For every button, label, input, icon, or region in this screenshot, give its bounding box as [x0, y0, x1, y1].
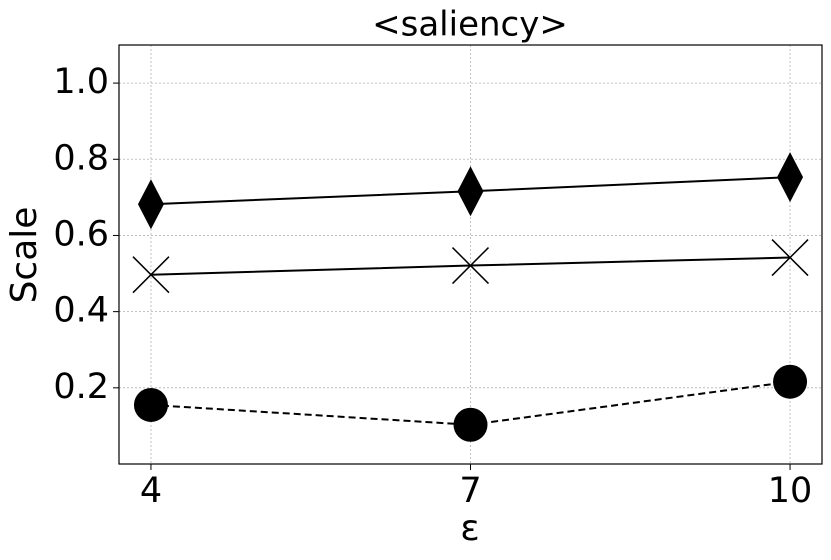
- y-tick-label: 0.8: [53, 138, 109, 178]
- x-tick-label: 7: [459, 471, 481, 511]
- marker: [773, 364, 808, 399]
- x-tick-label: 4: [140, 471, 162, 511]
- marker: [771, 239, 809, 277]
- y-tick-label: 1.0: [53, 62, 109, 102]
- marker: [777, 152, 804, 203]
- chart-title: <saliency>: [372, 5, 568, 45]
- marker: [132, 256, 170, 294]
- y-tick-label: 0.4: [53, 291, 109, 331]
- marker: [453, 407, 488, 442]
- y-tick-label: 0.6: [53, 214, 109, 254]
- y-axis-label: Scale: [4, 207, 45, 304]
- marker: [457, 166, 484, 217]
- marker: [137, 179, 164, 230]
- x-axis-label: ε: [460, 508, 479, 549]
- y-tick-label: 0.2: [53, 367, 109, 407]
- plot-frame: [118, 44, 823, 465]
- x-tick-label: 10: [768, 471, 813, 511]
- marker: [451, 247, 490, 285]
- marker: [133, 387, 168, 422]
